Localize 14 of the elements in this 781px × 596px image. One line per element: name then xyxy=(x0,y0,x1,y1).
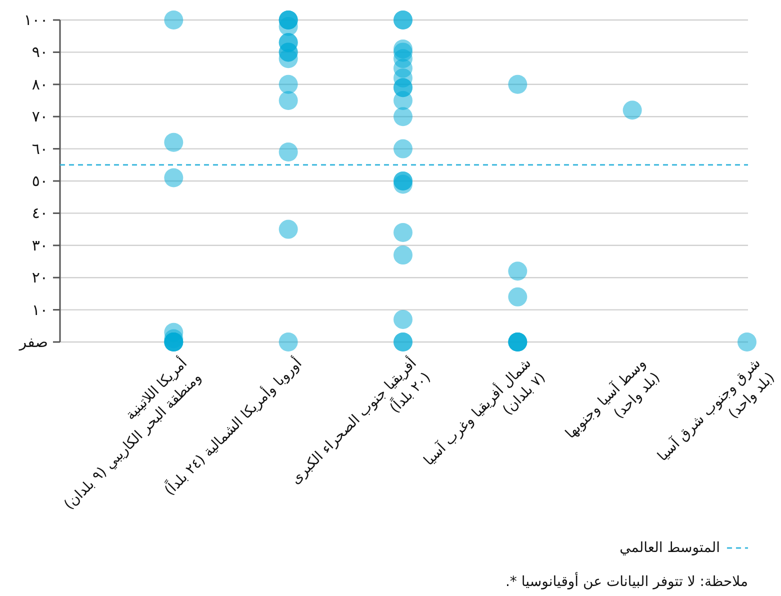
y-tick-label: ٤٠ xyxy=(32,204,48,222)
y-tick-label: ٧٠ xyxy=(32,108,48,126)
y-tick-label: ٢٠ xyxy=(32,268,48,287)
y-tick-label: ٨٠ xyxy=(32,75,48,94)
y-tick-label: ١٠٠ xyxy=(24,11,48,29)
text: ملاحظة: لا تتوفر البيانات عن أوقيانوسيا *. xyxy=(505,572,748,590)
legend-label: المتوسط العالمي xyxy=(620,540,720,556)
y-tick-label: ٦٠ xyxy=(32,140,48,158)
y-tick-label: ٥٠ xyxy=(32,172,48,190)
y-tick-label: ٩٠ xyxy=(32,43,48,62)
y-tick-label: ٣٠ xyxy=(32,236,48,254)
y-tick-label: صفر xyxy=(18,333,48,351)
y-tick-label: ١٠ xyxy=(32,300,48,319)
x-tick-label: وسط آسيا وجنوبها (بلد واحد) xyxy=(561,354,664,442)
